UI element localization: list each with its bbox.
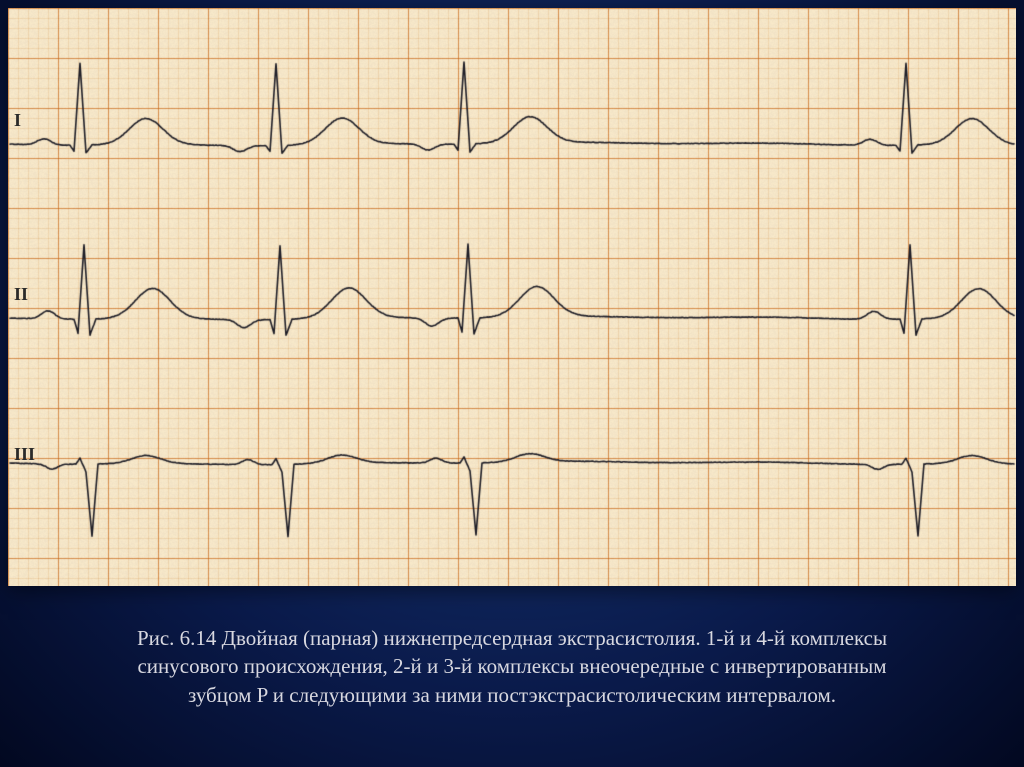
lead-label: III [14,444,35,465]
caption-line: зубцом P и следующими за ними постэкстра… [188,683,836,707]
caption-line: Рис. 6.14 Двойная (парная) нижнепредсерд… [137,626,887,650]
figure-caption: Рис. 6.14 Двойная (парная) нижнепредсерд… [62,624,962,709]
caption-line: синусового происхождения, 2-й и 3-й комп… [137,654,886,678]
ecg-trace [8,8,1016,586]
lead-label: I [14,110,21,131]
ecg-paper: IIIIII [8,8,1016,586]
lead-label: II [14,284,28,305]
